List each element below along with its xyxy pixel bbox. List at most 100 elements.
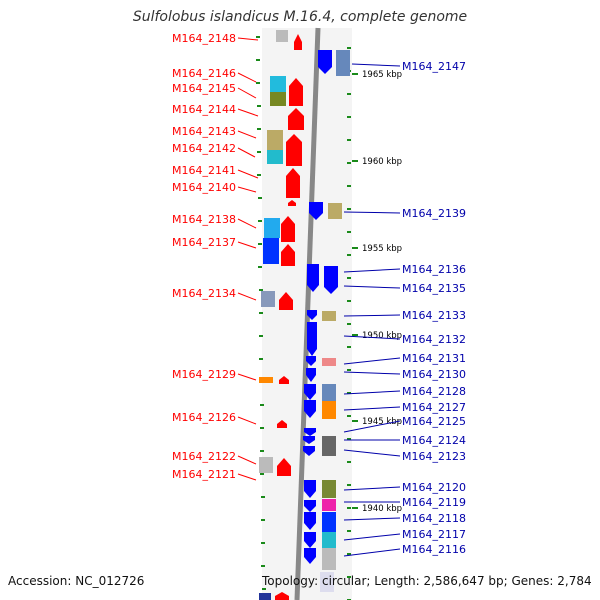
gene-feature-box	[259, 457, 273, 473]
reverse-gene-arrow	[304, 384, 316, 400]
genome-title: Sulfolobus islandicus M.16.4, complete g…	[132, 9, 468, 25]
reverse-gene-arrow	[304, 480, 316, 498]
gene-feature-box	[259, 377, 273, 383]
left-gene-leader	[237, 241, 257, 249]
right-gene-leader	[343, 420, 401, 433]
right-gene-leader	[343, 357, 401, 365]
gene-feature-box	[320, 572, 334, 592]
left-gene-label: M164_2138	[172, 213, 236, 226]
scale-tick	[347, 254, 351, 256]
scale-tick	[347, 185, 351, 187]
gene-feature-box	[322, 499, 336, 511]
gene-feature-box	[270, 76, 286, 92]
scale-tick	[347, 438, 351, 440]
gene-feature-box	[259, 593, 271, 600]
scale-tick	[261, 565, 265, 567]
right-gene-leader	[343, 335, 401, 340]
scale-tick	[347, 93, 351, 95]
right-gene-label: M164_2125	[402, 415, 466, 428]
right-gene-label: M164_2117	[402, 528, 466, 541]
scale-tick	[260, 404, 264, 406]
forward-gene-arrow	[289, 78, 303, 106]
gene-feature-box	[263, 238, 279, 264]
scale-tick	[347, 415, 351, 417]
right-gene-leader	[343, 406, 401, 411]
scale-tick	[262, 588, 266, 590]
left-gene-leader	[237, 455, 257, 465]
left-gene-leader	[237, 473, 257, 481]
scale-label: 1940 kbp	[362, 504, 402, 514]
right-gene-label: M164_2147	[402, 60, 466, 73]
scale-tick	[258, 243, 262, 245]
gene-feature-box	[270, 92, 286, 106]
right-gene-label: M164_2119	[402, 496, 466, 509]
scale-tick	[257, 128, 261, 130]
forward-gene-arrow	[277, 458, 291, 476]
right-gene-label: M164_2128	[402, 385, 466, 398]
reverse-gene-arrow	[304, 428, 316, 436]
right-gene-label: M164_2124	[402, 434, 466, 447]
gene-feature-box	[267, 130, 283, 150]
left-gene-leader	[237, 169, 259, 179]
scale-tick	[257, 105, 261, 107]
scale-tick	[347, 530, 351, 532]
left-gene-label: M164_2141	[172, 164, 236, 177]
forward-gene-arrow	[279, 376, 289, 384]
scale-tick	[259, 289, 263, 291]
right-gene-label: M164_2118	[402, 512, 466, 525]
scale-tick	[259, 358, 263, 360]
scale-tick	[347, 116, 351, 118]
right-gene-label: M164_2120	[402, 481, 466, 494]
right-gene-leader	[343, 371, 401, 375]
gene-feature-box	[322, 436, 336, 456]
reverse-gene-arrow	[309, 202, 323, 220]
right-gene-leader	[343, 449, 401, 457]
forward-gene-arrow	[279, 292, 293, 310]
gene-feature-box	[322, 532, 336, 548]
left-gene-leader	[237, 130, 257, 139]
left-gene-label: M164_2140	[172, 181, 236, 194]
scale-tick	[347, 323, 351, 325]
right-gene-label: M164_2123	[402, 450, 466, 463]
gene-feature-box	[322, 512, 336, 532]
scale-tick	[256, 59, 260, 61]
scale-tick	[347, 392, 351, 394]
reverse-gene-arrow	[318, 50, 332, 74]
right-gene-leader	[343, 533, 401, 541]
gene-feature-box	[267, 150, 283, 164]
scale-tick	[258, 197, 262, 199]
left-gene-leader	[237, 72, 257, 83]
scale-tick	[256, 36, 260, 38]
scale-label: 1965 kbp	[362, 70, 402, 80]
scale-tick	[257, 174, 261, 176]
scale-tick	[260, 450, 264, 452]
gene-feature-box	[322, 358, 336, 366]
reverse-gene-arrow	[306, 356, 316, 366]
gene-feature-box	[322, 548, 336, 570]
right-gene-label: M164_2130	[402, 368, 466, 381]
reverse-gene-arrow	[324, 266, 338, 294]
scale-label: 1950 kbp	[362, 331, 402, 341]
left-gene-leader	[237, 147, 256, 158]
left-gene-label: M164_2137	[172, 236, 236, 249]
left-gene-label: M164_2145	[172, 82, 236, 95]
reverse-gene-arrow	[304, 548, 316, 564]
scale-tick	[347, 277, 351, 279]
scale-tick	[256, 82, 260, 84]
reverse-gene-arrow	[304, 532, 316, 548]
scale-tick	[347, 231, 351, 233]
forward-gene-arrow	[288, 108, 304, 130]
gene-feature-box	[322, 480, 336, 498]
scale-tick	[347, 162, 351, 164]
reverse-gene-arrow	[304, 400, 316, 418]
right-gene-leader	[343, 548, 401, 557]
forward-gene-arrow	[277, 420, 287, 428]
reverse-gene-arrow	[307, 264, 319, 292]
right-gene-label: M164_2131	[402, 352, 466, 365]
scale-tick	[347, 484, 351, 486]
scale-label: 1945 kbp	[362, 417, 402, 427]
reverse-gene-arrow	[303, 446, 315, 456]
scale-tick	[259, 335, 263, 337]
scale-tick	[347, 208, 351, 210]
left-gene-leader	[237, 87, 257, 99]
